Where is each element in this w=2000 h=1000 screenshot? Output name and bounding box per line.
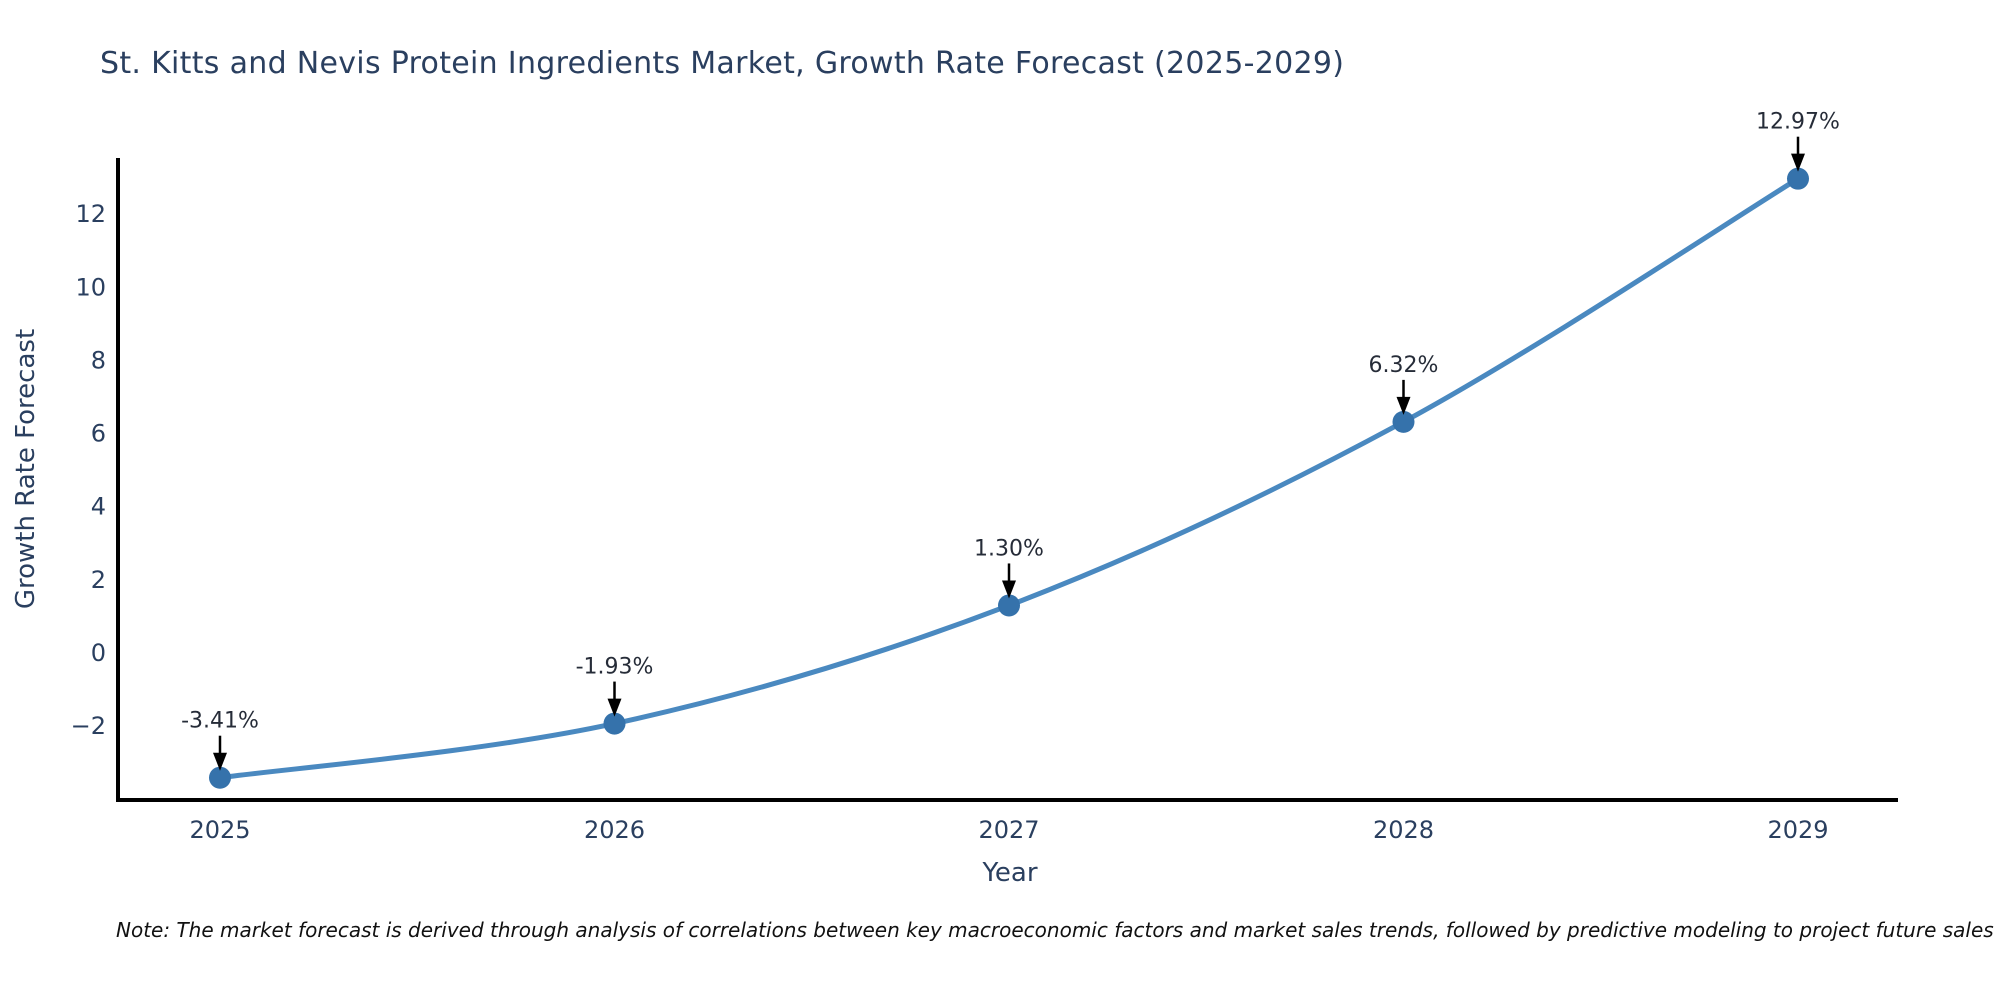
- x-tick-label: 2027: [978, 816, 1039, 844]
- x-axis-label: Year: [982, 858, 1038, 888]
- point-value-label: -3.41%: [181, 709, 259, 734]
- x-tick-label: 2026: [584, 816, 645, 844]
- annotation-arrow-head: [607, 698, 622, 717]
- y-tick-label: 8: [91, 346, 106, 374]
- data-point-marker: [603, 712, 626, 735]
- x-tick-label: 2025: [189, 816, 250, 844]
- point-value-label: -1.93%: [576, 655, 654, 680]
- footnote: Note: The market forecast is derived thr…: [116, 918, 1994, 942]
- annotation-arrow-head: [1791, 153, 1805, 172]
- data-point-marker: [1392, 410, 1415, 433]
- data-point-marker: [1787, 167, 1809, 190]
- x-tick-label: 2029: [1767, 816, 1828, 844]
- point-value-label: 1.30%: [974, 536, 1044, 561]
- y-tick-label: −2: [71, 712, 106, 740]
- point-value-label: 12.97%: [1756, 110, 1840, 135]
- data-point-marker: [998, 594, 1020, 617]
- annotation-arrow-head: [1002, 580, 1016, 599]
- data-point-marker: [209, 766, 231, 789]
- annotation-arrow-head: [213, 752, 227, 771]
- y-tick-label: 6: [91, 420, 106, 448]
- annotation-arrow-head: [1396, 396, 1411, 415]
- point-value-label: 6.32%: [1369, 353, 1439, 378]
- y-tick-label: 0: [91, 639, 106, 667]
- y-tick-label: 12: [75, 200, 106, 228]
- chart-title: St. Kitts and Nevis Protein Ingredients …: [100, 46, 1345, 81]
- x-tick-label: 2028: [1373, 816, 1434, 844]
- forecast-line: [217, 176, 1801, 781]
- y-tick-label: 10: [75, 273, 106, 301]
- y-tick-label: 4: [91, 493, 106, 521]
- y-tick-label: 2: [91, 566, 106, 594]
- y-axis-label: Growth Rate Forecast: [11, 328, 41, 610]
